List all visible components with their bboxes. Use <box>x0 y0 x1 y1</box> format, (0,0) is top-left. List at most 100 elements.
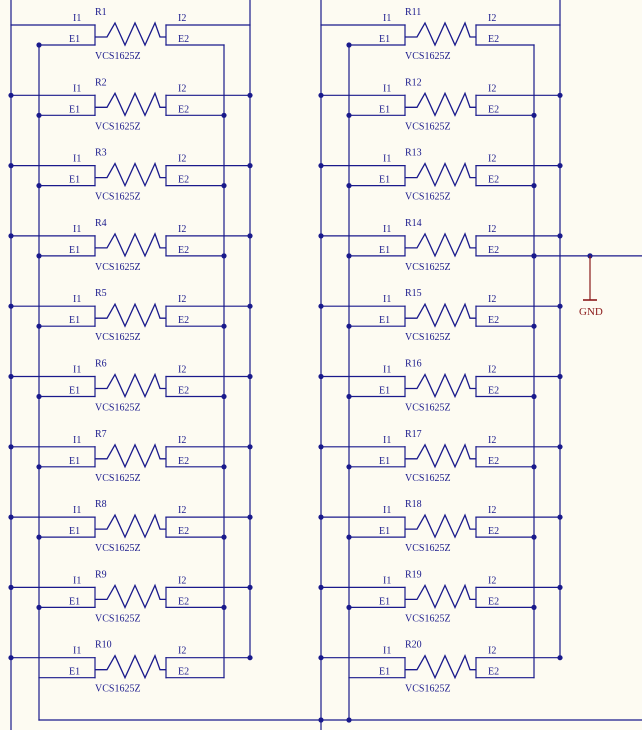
resistor-designator: R15 <box>405 288 422 299</box>
pin-label-e1: E1 <box>69 386 80 397</box>
junction-dot <box>36 323 42 329</box>
junction-dot <box>247 92 253 98</box>
junction-dot <box>8 233 14 239</box>
junction-dot <box>221 534 227 540</box>
junction-dot <box>247 655 253 661</box>
resistor-designator: R1 <box>95 7 107 18</box>
junction-dot <box>346 42 352 48</box>
resistor-designator: R8 <box>95 499 107 510</box>
resistor-value: VCS1625Z <box>95 613 141 624</box>
pin-label-e2: E2 <box>488 104 499 115</box>
resistor-zigzag <box>95 91 166 117</box>
resistor-zigzag <box>405 161 476 188</box>
pin-label-e2: E2 <box>178 526 189 537</box>
junction-dot <box>318 444 324 450</box>
resistor-value: VCS1625Z <box>95 543 141 554</box>
pin-label-e1: E1 <box>69 104 80 115</box>
resistor-value: VCS1625Z <box>405 613 451 624</box>
pin-label-i1: I1 <box>383 83 391 94</box>
resistor-zigzag <box>405 232 476 258</box>
pin-label-i2: I2 <box>488 13 496 24</box>
pin-label-e1: E1 <box>379 596 390 607</box>
junction-dot <box>318 584 324 591</box>
junction-dot <box>36 42 42 48</box>
components-layer: I1 I2 E1 E2 R1 VCS1625Z I1 I2 E1 E2 R2 VCS1625Z I1 I2… <box>69 7 499 695</box>
junction-dot <box>36 604 42 611</box>
resistor-zigzag <box>405 513 476 539</box>
resistor-value: VCS1625Z <box>405 684 451 695</box>
pin-label-e2: E2 <box>488 667 499 678</box>
wires-layer <box>10 0 642 730</box>
junction-dot <box>318 717 324 723</box>
pin-label-i2: I2 <box>488 365 496 376</box>
pin-label-i1: I1 <box>73 646 81 657</box>
pin-label-i1: I1 <box>383 13 391 24</box>
junction-dot <box>346 534 352 540</box>
junction-dot <box>318 92 324 98</box>
junction-dot <box>346 112 352 118</box>
resistor-value: VCS1625Z <box>95 684 141 695</box>
pin-label-e2: E2 <box>178 456 189 467</box>
junction-dot <box>557 584 563 591</box>
resistor-zigzag <box>95 443 166 469</box>
junction-dot <box>346 253 352 259</box>
resistor-zigzag <box>405 372 476 399</box>
junction-dot <box>557 92 563 98</box>
junction-dot <box>557 233 563 239</box>
pin-label-e1: E1 <box>379 104 390 115</box>
resistor-value: VCS1625Z <box>95 332 141 343</box>
pin-label-e1: E1 <box>379 386 390 397</box>
junction-dot <box>8 373 14 380</box>
resistor-designator: R14 <box>405 218 422 229</box>
junction-dot <box>318 514 324 520</box>
junction-dot <box>8 163 14 169</box>
pin-label-i2: I2 <box>488 435 496 446</box>
junction-dot <box>247 444 253 450</box>
resistor-designator: R12 <box>405 77 422 88</box>
pin-label-e2: E2 <box>488 596 499 607</box>
pin-label-e2: E2 <box>178 386 189 397</box>
pin-label-i2: I2 <box>178 294 186 305</box>
pin-label-e1: E1 <box>379 315 390 326</box>
pin-label-e2: E2 <box>178 175 189 186</box>
pin-label-i2: I2 <box>178 13 186 24</box>
junction-dot <box>221 112 227 118</box>
pin-label-e1: E1 <box>69 315 80 326</box>
pin-label-i1: I1 <box>383 575 391 586</box>
junction-dot <box>346 717 352 723</box>
resistor-designator: R5 <box>95 288 107 299</box>
resistor-value: VCS1625Z <box>405 473 451 484</box>
pin-label-e1: E1 <box>379 34 390 45</box>
junction-dot <box>531 112 537 118</box>
pin-label-i1: I1 <box>383 435 391 446</box>
pin-label-i1: I1 <box>383 294 391 305</box>
pin-label-e2: E2 <box>488 34 499 45</box>
pin-label-i2: I2 <box>178 83 186 94</box>
resistor-zigzag <box>405 653 476 680</box>
pin-label-e1: E1 <box>69 456 80 467</box>
pin-label-i2: I2 <box>178 154 186 165</box>
resistor-zigzag <box>95 513 166 539</box>
junction-dot <box>36 183 42 189</box>
junction-dot <box>531 604 537 611</box>
junction-dot <box>318 655 324 661</box>
resistor-zigzag <box>405 91 476 117</box>
resistor-zigzag <box>405 21 476 47</box>
pin-label-i2: I2 <box>178 646 186 657</box>
junction-dot <box>221 183 227 189</box>
junction-dot <box>346 464 352 470</box>
resistor-designator: R2 <box>95 77 107 88</box>
resistor-value: VCS1625Z <box>405 121 451 132</box>
resistor-designator: R18 <box>405 499 422 510</box>
resistor-zigzag <box>95 21 166 47</box>
pin-label-e2: E2 <box>488 175 499 186</box>
junction-dot <box>531 253 537 259</box>
resistor-designator: R7 <box>95 429 107 440</box>
pin-label-e2: E2 <box>178 245 189 256</box>
pin-label-i1: I1 <box>383 365 391 376</box>
junction-dot <box>221 323 227 329</box>
resistor-zigzag <box>95 302 166 328</box>
junction-dot <box>557 444 563 450</box>
pin-label-i1: I1 <box>383 505 391 516</box>
